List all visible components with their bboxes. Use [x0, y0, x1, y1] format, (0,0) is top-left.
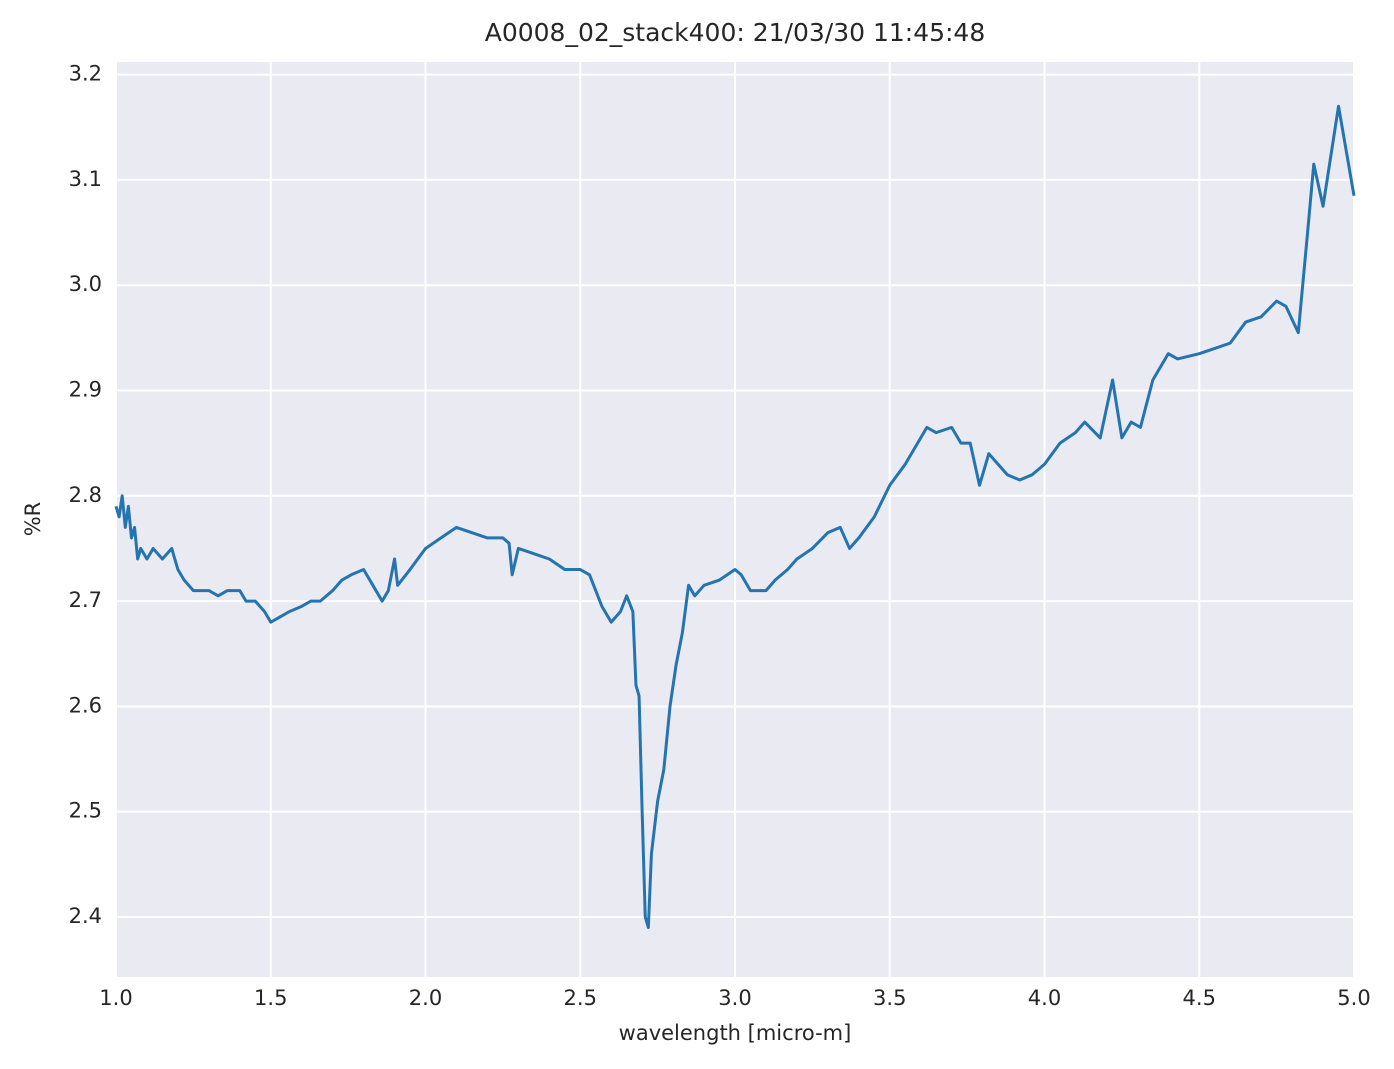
x-tick-label: 5.0 [1337, 986, 1370, 1010]
data-line [114, 104, 1356, 930]
y-tick-label: 2.5 [69, 799, 102, 823]
y-tick-label: 2.6 [69, 693, 102, 717]
x-tick-label: 2.0 [409, 986, 442, 1010]
x-tick-label: 3.0 [718, 986, 751, 1010]
y-tick-label: 2.7 [69, 588, 102, 612]
y-tick-label: 2.4 [69, 904, 102, 928]
y-tick-label: 2.8 [69, 483, 102, 507]
x-tick-label: 1.5 [254, 986, 287, 1010]
y-axis-label: %R [21, 502, 45, 537]
x-tick-label: 1.0 [99, 986, 132, 1010]
x-axis-label: wavelength [micro-m] [619, 1021, 852, 1045]
x-tick-label: 2.5 [564, 986, 597, 1010]
x-tick-label: 3.5 [873, 986, 906, 1010]
y-tick-label: 3.1 [69, 167, 102, 191]
y-tick-label: 3.0 [69, 272, 102, 296]
y-tick-label: 2.9 [69, 378, 102, 402]
x-tick-label: 4.0 [1028, 986, 1061, 1010]
chart-title: A0008_02_stack400: 21/03/30 11:45:48 [485, 18, 986, 47]
x-tick-label: 4.5 [1183, 986, 1216, 1010]
y-tick-label: 3.2 [69, 62, 102, 86]
